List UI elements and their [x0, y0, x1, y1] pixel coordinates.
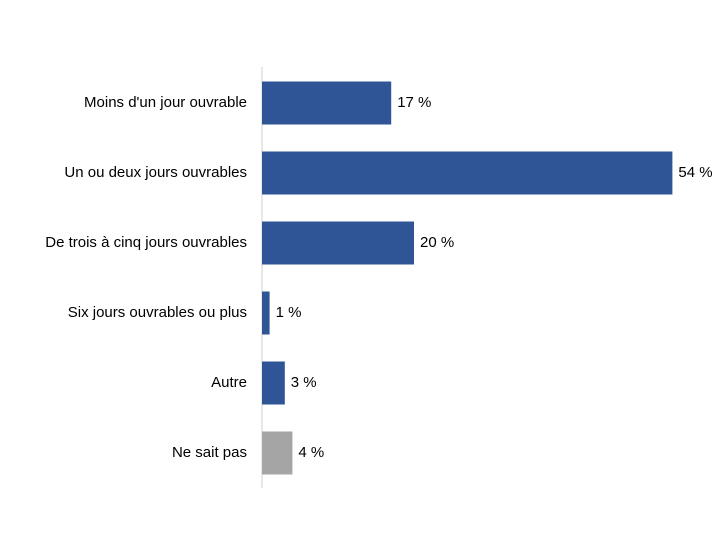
value-label: 54 % — [678, 164, 712, 181]
value-label: 4 % — [298, 444, 324, 461]
bar — [262, 151, 673, 195]
bar — [262, 361, 285, 405]
category-label: Ne sait pas — [172, 444, 247, 461]
value-label: 1 % — [276, 304, 302, 321]
bar — [262, 221, 414, 265]
value-label: 17 % — [397, 94, 431, 111]
value-label: 20 % — [420, 234, 454, 251]
bar — [262, 81, 392, 125]
category-label: Six jours ouvrables ou plus — [68, 304, 247, 321]
bar — [262, 291, 270, 335]
bar — [262, 431, 293, 475]
category-label: De trois à cinq jours ouvrables — [45, 234, 247, 251]
category-label: Autre — [211, 374, 247, 391]
category-label: Un ou deux jours ouvrables — [64, 164, 247, 181]
category-label: Moins d'un jour ouvrable — [84, 94, 247, 111]
value-label: 3 % — [291, 374, 317, 391]
